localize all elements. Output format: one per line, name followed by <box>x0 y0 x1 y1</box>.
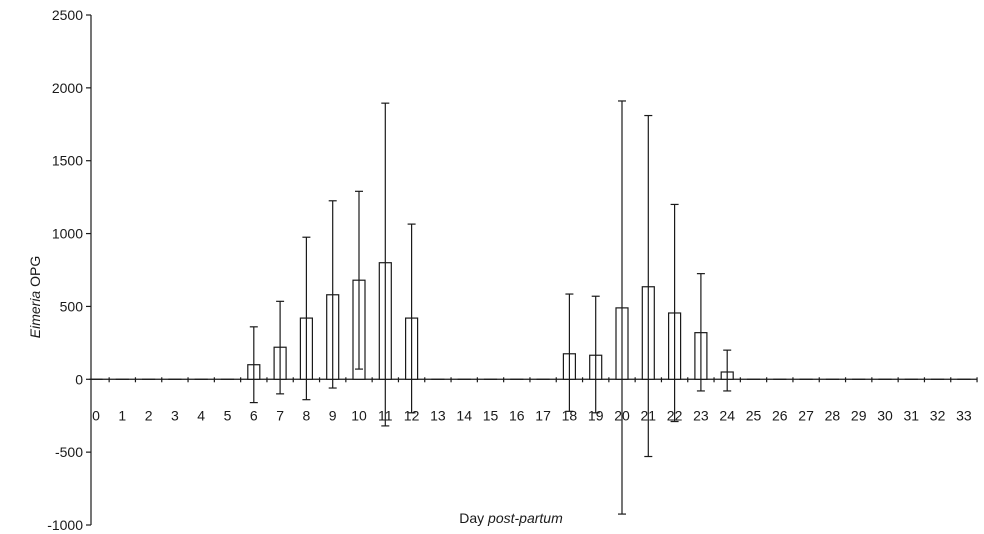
x-tick-label: 29 <box>851 407 867 423</box>
x-axis-title-prefix: Day <box>459 510 488 526</box>
x-tick-label: 11 <box>378 407 393 423</box>
x-tick-label: 25 <box>746 407 762 423</box>
error-bars <box>249 100 732 515</box>
error-bar <box>723 349 732 392</box>
y-tick-label: 2500 <box>52 7 83 23</box>
x-tick-label: 21 <box>641 407 657 423</box>
x-tick-label: 15 <box>483 407 499 423</box>
x-tick-label: 13 <box>430 407 446 423</box>
y-axis-title-italic: Eimeria <box>27 291 43 339</box>
error-bar <box>381 102 390 427</box>
error-bar <box>565 293 574 412</box>
error-bar <box>328 200 337 389</box>
x-tick-label: 16 <box>509 407 525 423</box>
x-tick-label: 31 <box>904 407 920 423</box>
x-tick-label: 8 <box>303 407 311 423</box>
x-axis-title: Day post-partum <box>459 510 563 526</box>
x-tick-labels: 0 1 2 3 4 5 6 7 8 9 10 11 12 13 14 15 16 17 18 19 20 21 22 23 24… <box>92 407 972 423</box>
x-tick-label: 7 <box>276 407 284 423</box>
error-bar <box>618 100 626 515</box>
error-bar <box>302 236 311 401</box>
y-axis-title: Eimeria OPG <box>27 256 43 338</box>
y-tick-label: -1000 <box>47 517 83 533</box>
y-tick-label: 0 <box>75 371 83 387</box>
x-tick-label: 14 <box>456 407 472 423</box>
x-tick-label: 18 <box>562 407 578 423</box>
error-bar <box>276 300 285 395</box>
error-bar <box>355 190 363 370</box>
x-tick-label: 20 <box>614 407 630 423</box>
error-bar <box>644 114 653 458</box>
x-tick-label: 17 <box>535 407 551 423</box>
x-axis-title-italic: post-partum <box>487 510 563 526</box>
x-tick-label: 24 <box>719 407 735 423</box>
x-tick-label: 4 <box>197 407 205 423</box>
x-tick-label: 9 <box>329 407 337 423</box>
bar-series <box>89 262 971 380</box>
x-tick-label: 33 <box>956 407 972 423</box>
x-tick-label: 26 <box>772 407 788 423</box>
x-tick-label: 2 <box>145 407 153 423</box>
x-tick-label: 27 <box>798 407 814 423</box>
y-tick-label: 1500 <box>52 153 83 169</box>
error-bar <box>407 223 416 414</box>
x-tick-label: 30 <box>877 407 893 423</box>
error-bar <box>249 326 258 404</box>
x-tick-label: 3 <box>171 407 179 423</box>
x-tick-label: 1 <box>118 407 126 423</box>
y-tick-label: 2000 <box>52 80 83 96</box>
error-bar <box>696 273 705 392</box>
x-tick-label: 32 <box>930 407 946 423</box>
x-tick-label: 6 <box>250 407 258 423</box>
y-axis-title-suffix: OPG <box>27 256 43 291</box>
error-bar <box>670 203 679 423</box>
y-tick-label: -500 <box>55 444 83 460</box>
x-tick-label: 5 <box>224 407 232 423</box>
x-tick-label: 12 <box>404 407 420 423</box>
x-tick-label: 19 <box>588 407 604 423</box>
error-bar <box>591 295 600 414</box>
y-tick-labels: -1000 -500 0 500 1000 1500 2000 2500 <box>47 7 83 533</box>
x-tick-label: 23 <box>693 407 709 423</box>
x-tick-label: 28 <box>825 407 841 423</box>
y-axis <box>86 14 92 526</box>
x-tick-label: 10 <box>351 407 367 423</box>
y-tick-label: 1000 <box>52 226 83 242</box>
x-tick-label: 0 <box>92 407 100 423</box>
y-tick-label: 500 <box>60 298 84 314</box>
x-tick-label: 22 <box>667 407 683 423</box>
